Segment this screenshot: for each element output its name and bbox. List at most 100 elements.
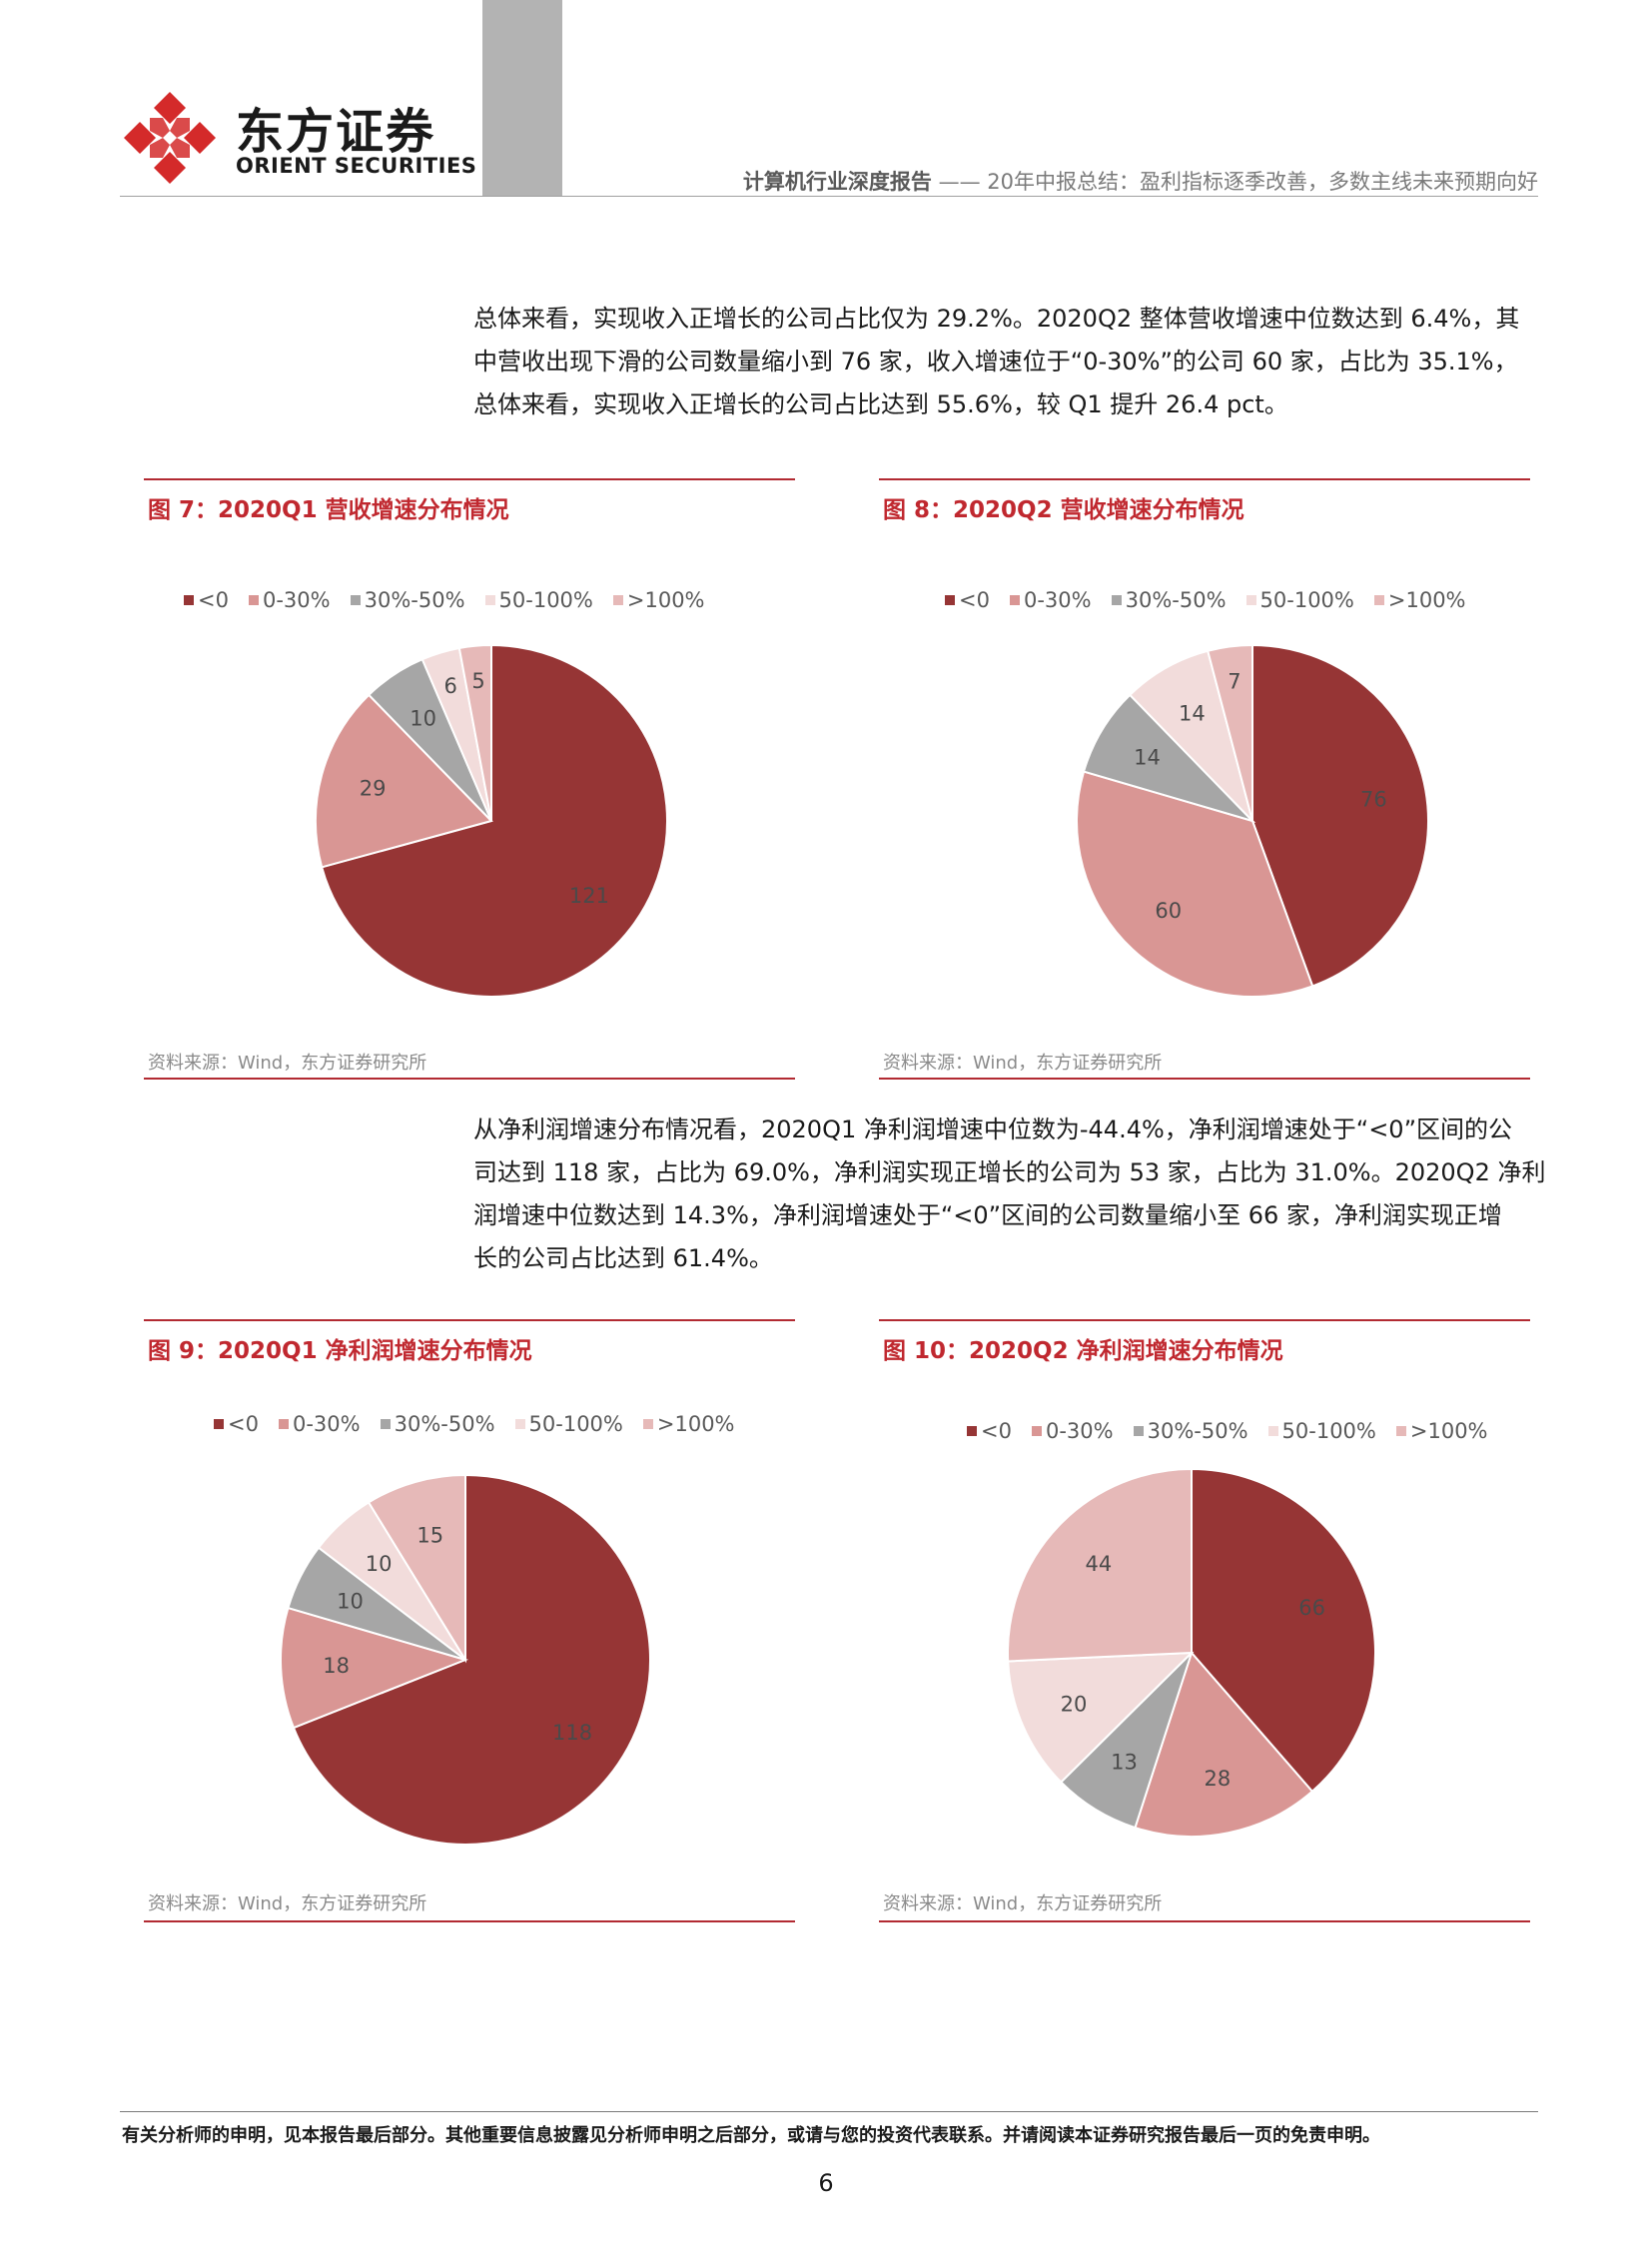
legend-label: <0 <box>981 1419 1012 1443</box>
figure-title: 图 8：2020Q2 营收增速分布情况 <box>883 497 1244 523</box>
chart-panel-fig10: 图 10：2020Q2 净利润增速分布情况 <0 0-30% 30%-50% 50-10… <box>879 1319 1530 1922</box>
chart-panel-fig7: 图 7：2020Q1 营收增速分布情况 <0 0-30% 30%-50% 50-100%… <box>144 478 795 1080</box>
pie-data-label: 6 <box>444 674 457 698</box>
legend-swatch <box>248 595 259 605</box>
figure-source: 资料来源：Wind，东方证券研究所 <box>883 1893 1163 1914</box>
pie-slice <box>1007 1651 1195 1784</box>
legend-item: <0 <box>184 588 229 612</box>
legend-label: 0-30% <box>292 1412 361 1436</box>
legend-item: >100% <box>1395 1419 1488 1443</box>
pie-chart: 76 60 14 14 7 <box>1076 643 1429 998</box>
figure-source: 资料来源：Wind，东方证券研究所 <box>148 1893 427 1914</box>
legend-swatch <box>967 1426 977 1436</box>
chart-legend: <0 0-30% 30%-50% 50-100% >100% <box>214 1412 755 1436</box>
legend-label: 30%-50% <box>1147 1419 1248 1443</box>
legend-swatch <box>1267 1426 1278 1436</box>
chart-legend: <0 0-30% 30%-50% 50-100% >100% <box>967 1419 1508 1443</box>
page-number: 6 <box>818 2169 834 2197</box>
pie-slice <box>1134 1651 1314 1838</box>
report-title: 20年中报总结：盈利指标逐季改善，多数主线未来预期向好 <box>987 170 1538 194</box>
brand-name-cn: 东方证券 <box>236 104 436 160</box>
paragraph-line: 长的公司占比达到 61.4%。 <box>473 1244 773 1272</box>
pie-data-label: 15 <box>416 1523 443 1547</box>
legend-label: 30%-50% <box>364 588 465 612</box>
legend-swatch <box>484 595 495 605</box>
paragraph-line: 总体来看，实现收入正增长的公司占比仅为 29.2%。2020Q2 整体营收增速中… <box>473 305 1520 333</box>
report-header-title: 计算机行业深度报告 —— 20年中报总结：盈利指标逐季改善，多数主线未来预期向好 <box>743 166 1538 196</box>
report-type: 计算机行业深度报告 <box>742 170 932 194</box>
legend-item: <0 <box>967 1419 1012 1443</box>
legend-label: 0-30% <box>1023 588 1092 612</box>
pie-data-label: 76 <box>1360 788 1387 812</box>
legend-label: 50-100% <box>1281 1419 1376 1443</box>
legend-label: 0-30% <box>262 588 331 612</box>
legend-item: 30%-50% <box>1133 1419 1248 1443</box>
pie-data-label: 7 <box>1228 669 1240 693</box>
pie-data-label: 66 <box>1298 1596 1325 1620</box>
footer-divider <box>120 2111 1538 2112</box>
legend-swatch <box>214 1419 224 1429</box>
pie-slice <box>320 643 668 998</box>
legend-item: 0-30% <box>1031 1419 1114 1443</box>
pie-slice <box>1191 1467 1376 1794</box>
pie-data-label: 10 <box>366 1552 393 1576</box>
legend-item: >100% <box>642 1412 735 1436</box>
figure-bottom-rule <box>144 1078 795 1080</box>
pie-data-label: 18 <box>323 1654 350 1678</box>
chart-panel-fig8: 图 8：2020Q2 营收增速分布情况 <0 0-30% 30%-50% 50-100%… <box>879 478 1530 1080</box>
legend-swatch <box>380 1419 391 1429</box>
pie-data-label: 20 <box>1061 1693 1088 1717</box>
legend-swatch <box>1009 595 1020 605</box>
legend-item: 0-30% <box>1009 588 1092 612</box>
figure-top-rule <box>879 478 1530 480</box>
paragraph-line: 总体来看，实现收入正增长的公司占比达到 55.6%，较 Q1 提升 26.4 p… <box>473 390 1288 418</box>
legend-label: 30%-50% <box>1125 588 1227 612</box>
legend-label: >100% <box>626 588 705 612</box>
legend-swatch <box>514 1419 525 1429</box>
legend-swatch <box>612 595 623 605</box>
figure-source: 资料来源：Wind，东方证券研究所 <box>883 1053 1163 1074</box>
legend-item: 30%-50% <box>380 1412 495 1436</box>
figure-source: 资料来源：Wind，东方证券研究所 <box>148 1053 427 1074</box>
legend-item: 50-100% <box>1245 588 1354 612</box>
figure-top-rule <box>879 1319 1530 1321</box>
paragraph-profit-summary: 从净利润增速分布情况看，2020Q1 净利润增速中位数为-44.4%，净利润增速… <box>473 1109 1545 1280</box>
legend-item: <0 <box>945 588 990 612</box>
pie-slice <box>1251 643 1429 988</box>
legend-label: 50-100% <box>528 1412 623 1436</box>
pie-data-label: 14 <box>1179 702 1206 726</box>
paragraph-line: 润增速中位数达到 14.3%，净利润增速处于“<0”区间的公司数量缩小至 66 … <box>473 1201 1502 1229</box>
pie-data-label: 10 <box>410 706 436 730</box>
pie-data-label: 14 <box>1134 745 1161 769</box>
pie-slice <box>367 1473 466 1664</box>
pie-slice <box>1082 693 1256 824</box>
orient-securities-logo <box>120 88 220 192</box>
legend-label: 0-30% <box>1045 1419 1114 1443</box>
legend-label: <0 <box>959 588 990 612</box>
pie-data-label: 28 <box>1204 1767 1231 1791</box>
legend-item: 0-30% <box>248 588 331 612</box>
figure-bottom-rule <box>879 1078 1530 1080</box>
legend-label: <0 <box>198 588 229 612</box>
pie-data-label: 118 <box>552 1721 592 1745</box>
pie-slice <box>1207 643 1253 822</box>
legend-label: <0 <box>228 1412 259 1436</box>
pie-slice <box>1007 1467 1193 1663</box>
header-gray-bar <box>482 0 562 197</box>
pie-chart: 66 28 13 20 44 <box>1007 1467 1376 1838</box>
legend-item: >100% <box>1373 588 1466 612</box>
pie-data-label: 10 <box>337 1590 364 1614</box>
pie-slice <box>292 1473 651 1846</box>
pie-data-label: 44 <box>1085 1552 1112 1576</box>
chart-panel-fig9: 图 9：2020Q1 净利润增速分布情况 <0 0-30% 30%-50% 50-100… <box>144 1319 795 1922</box>
pie-chart: 121 29 10 6 5 <box>315 643 668 998</box>
legend-item: 30%-50% <box>1111 588 1227 612</box>
pie-slice <box>315 693 493 869</box>
pie-data-label: 29 <box>360 777 387 801</box>
legend-label: 30%-50% <box>394 1412 495 1436</box>
legend-item: 50-100% <box>484 588 593 612</box>
figure-title: 图 7：2020Q1 营收增速分布情况 <box>148 497 509 523</box>
legend-swatch <box>1245 595 1256 605</box>
legend-item: 50-100% <box>1267 1419 1376 1443</box>
